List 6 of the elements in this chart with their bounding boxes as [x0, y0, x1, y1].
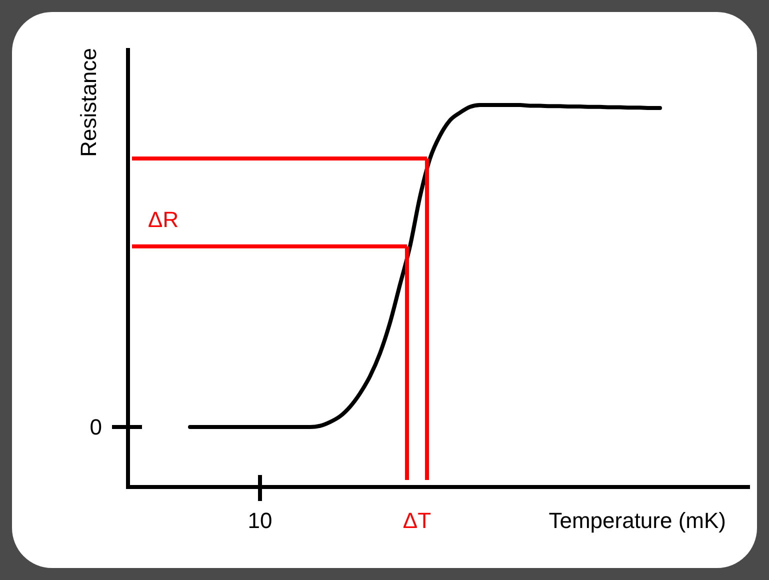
- x-axis-title: Temperature (mK): [548, 508, 726, 533]
- text: ΔR: [148, 207, 179, 232]
- y-axis-title: Resistance: [76, 48, 101, 157]
- text: ΔT: [402, 508, 432, 533]
- text: 0: [90, 414, 102, 440]
- text: 10: [248, 508, 272, 533]
